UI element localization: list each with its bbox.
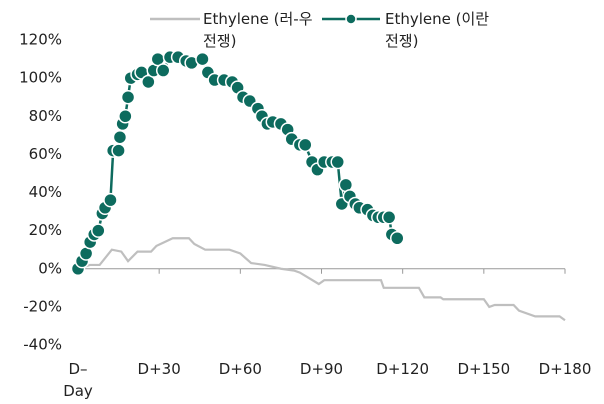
legend-marker [345, 13, 357, 25]
x-tick-label: D–Day [63, 360, 93, 400]
x-tick-label: D+60 [218, 360, 262, 378]
x-tick-label: D+30 [137, 360, 181, 378]
point [112, 129, 128, 145]
point [330, 154, 345, 170]
y-tick-label: 100% [19, 69, 62, 87]
point [155, 63, 171, 78]
point [103, 192, 118, 208]
point [141, 74, 156, 90]
series-line [77, 237, 566, 322]
x-tick-label: D+150 [457, 360, 511, 378]
y-tick-label: -40% [23, 336, 62, 354]
point [390, 231, 405, 246]
x-tick-label: D+180 [538, 360, 592, 378]
y-tick-label: 20% [29, 221, 62, 239]
point [381, 210, 397, 225]
point [111, 143, 126, 158]
legend-label: Ethylene (러-우 전쟁) [203, 10, 313, 50]
y-tick-label: 0% [38, 259, 62, 277]
point [195, 51, 210, 67]
x-tick-label: D+120 [376, 360, 430, 378]
y-tick-label: -20% [23, 297, 62, 315]
point [120, 89, 136, 105]
point [118, 109, 133, 124]
y-tick-label: 40% [29, 183, 62, 201]
point [91, 223, 106, 238]
y-tick-label: 80% [29, 107, 62, 125]
y-tick-label: 120% [19, 31, 62, 49]
legend-label: Ethylene (이란 전쟁) [385, 10, 490, 50]
point [298, 137, 313, 153]
x-tick-label: D+90 [299, 360, 344, 378]
y-tick-label: 60% [29, 145, 62, 163]
